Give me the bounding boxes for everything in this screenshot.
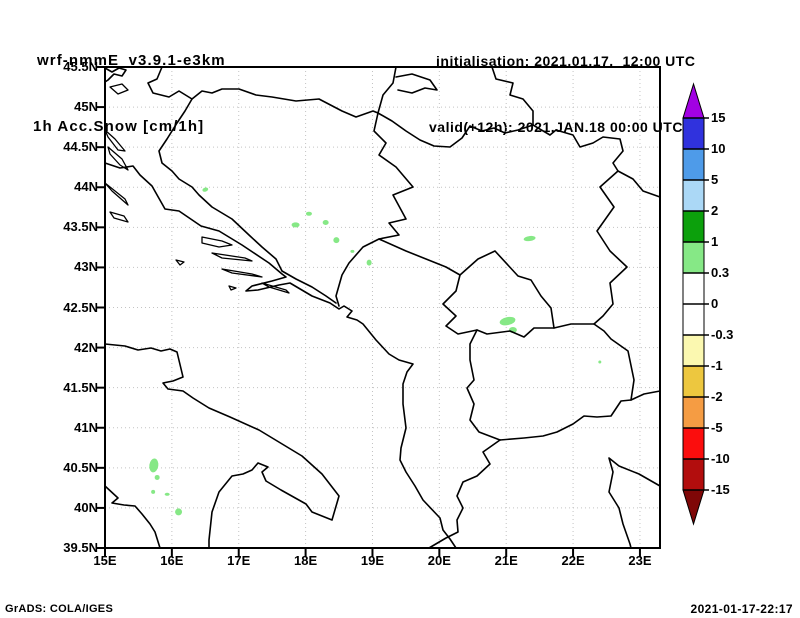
albania-macedonia-border xyxy=(466,329,501,441)
vis-island xyxy=(175,259,185,266)
colorbar-band xyxy=(682,303,705,336)
colorbar-band xyxy=(682,179,705,212)
bosnia-montenegro-border xyxy=(335,238,380,307)
danube-meander xyxy=(395,73,438,94)
snow-patch xyxy=(291,222,300,228)
colorbar-arrow-top xyxy=(682,82,705,119)
korcula-island xyxy=(221,268,263,278)
plot-title-block: wrf-nmmE_v3.9.1-e3km 1h Acc.Snow [cm/1h] xyxy=(33,6,226,182)
snow-patch xyxy=(151,489,156,494)
colorbar-band xyxy=(682,272,705,305)
graticule-gridlines xyxy=(105,67,660,548)
snow-patch xyxy=(154,474,160,480)
colorbar-band xyxy=(682,427,705,460)
aegean-coastline xyxy=(608,457,661,549)
snow-patch xyxy=(305,211,312,216)
snow-patch xyxy=(202,187,209,192)
pag-island-south xyxy=(107,146,129,171)
bosnia-croatia-border xyxy=(158,98,337,304)
snow-patch xyxy=(366,259,372,266)
colorbar-band xyxy=(682,210,705,243)
colorbar-band xyxy=(682,148,705,181)
colorbar-band xyxy=(682,334,705,367)
drina-montenegro-border xyxy=(373,112,461,276)
snow-patch xyxy=(499,316,516,326)
italy-tyrrhenian-coastline xyxy=(104,485,161,549)
brac-island xyxy=(201,236,233,248)
serbia-bulgaria-border xyxy=(593,170,628,325)
field-name: 1h Acc.Snow [cm/1h] xyxy=(33,118,205,135)
colorbar-arrow-bottom xyxy=(682,489,705,526)
adriatic-balkan-coastline xyxy=(104,162,457,549)
snow-patch xyxy=(523,235,536,242)
snow-patch xyxy=(164,492,170,496)
istria-coastline xyxy=(104,67,127,83)
colorbar-band xyxy=(682,365,705,398)
axis-ticks xyxy=(96,66,641,557)
coastlines-and-borders xyxy=(104,66,661,549)
snow-shading-layer xyxy=(149,187,602,516)
kosovo-border xyxy=(442,250,555,338)
colorbar-band xyxy=(682,117,705,150)
snow-patch xyxy=(333,237,340,244)
mljet-island xyxy=(261,282,290,294)
colorbar-band xyxy=(682,241,705,274)
adriatic-islands xyxy=(104,83,290,294)
albania-greece-border xyxy=(428,439,501,549)
serbia-romania-danube-border xyxy=(491,66,661,198)
creation-timestamp: 2021-01-17-22:17 xyxy=(690,602,793,616)
macedonia-south-east-border xyxy=(499,323,635,441)
colorbar-band xyxy=(682,396,705,429)
model-name: wrf-nmmE_v3.9.1-e3km xyxy=(37,52,226,69)
snow-patch xyxy=(598,360,602,364)
colorbar xyxy=(682,82,709,526)
colorbar-band xyxy=(682,458,705,491)
sava-una-north-border xyxy=(147,66,397,118)
greece-bulgaria-border xyxy=(630,390,661,401)
snow-patch xyxy=(350,249,355,253)
snow-patch xyxy=(175,508,183,516)
sava-danube-serbia xyxy=(377,112,534,148)
grads-credit: GrADS: COLA/IGES xyxy=(5,603,114,615)
pag-island-north xyxy=(104,129,126,152)
dugi-otok-island xyxy=(104,182,129,206)
kornati-island xyxy=(109,211,129,223)
initialisation-time: initialisation: 2021.01.17. 12:00 UTC xyxy=(436,53,696,69)
snow-patch xyxy=(149,458,159,473)
krk-island xyxy=(109,83,129,95)
italy-adriatic-coastline xyxy=(104,343,340,549)
lastovo-island xyxy=(228,285,237,291)
snow-patch xyxy=(322,220,329,226)
hvar-island xyxy=(211,252,253,262)
